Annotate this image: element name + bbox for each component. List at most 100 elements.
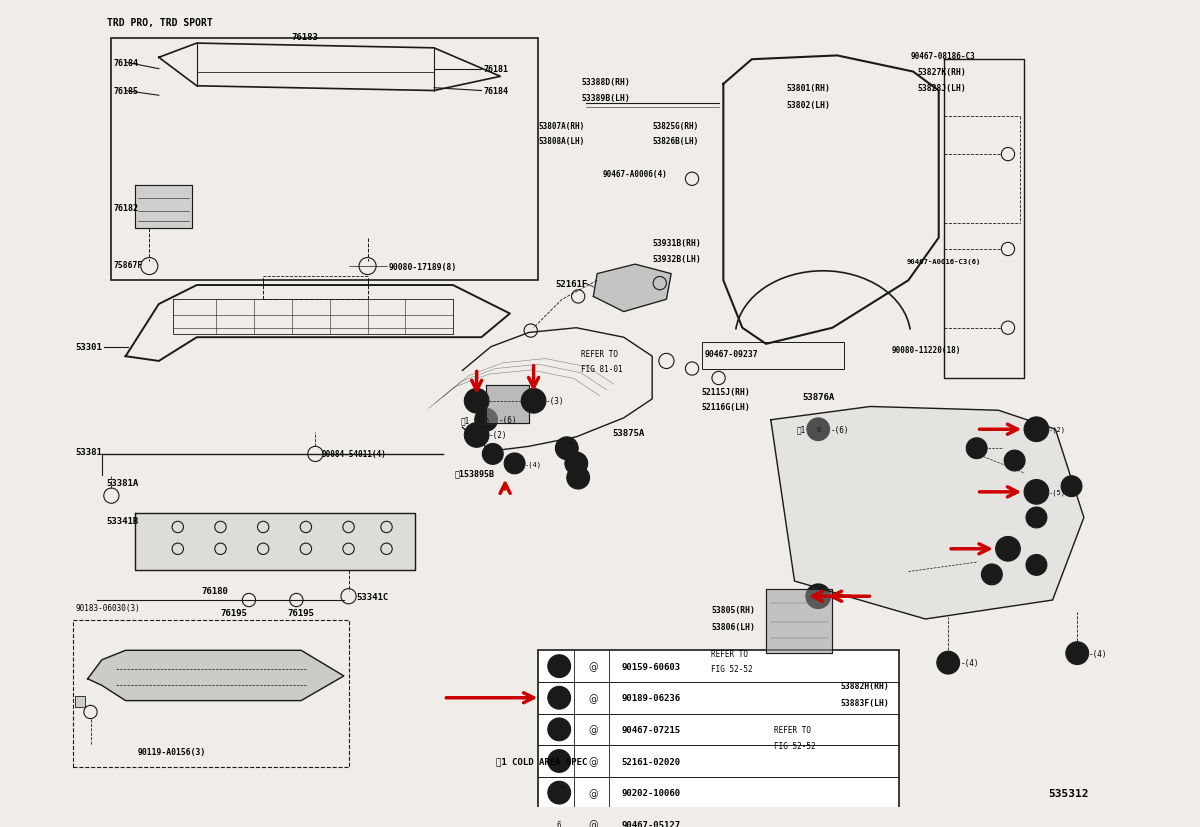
Text: 3: 3: [557, 725, 562, 734]
Circle shape: [996, 537, 1020, 562]
FancyBboxPatch shape: [76, 696, 85, 707]
Text: 53807A(RH): 53807A(RH): [539, 122, 584, 131]
Circle shape: [937, 652, 960, 674]
Text: 53931B(RH): 53931B(RH): [652, 238, 701, 247]
Text: 4: 4: [1034, 515, 1038, 521]
Text: 76195: 76195: [287, 608, 313, 617]
Text: 75867F: 75867F: [113, 261, 143, 270]
Text: 1: 1: [1075, 650, 1079, 657]
Text: 90202-10060: 90202-10060: [622, 788, 680, 797]
Text: REFER TO: REFER TO: [774, 724, 811, 734]
Text: 6: 6: [557, 820, 562, 827]
Text: -(4): -(4): [1088, 649, 1108, 657]
Text: 53875A: 53875A: [612, 428, 644, 437]
Text: 53301: 53301: [76, 342, 102, 351]
Text: 76181: 76181: [484, 65, 509, 74]
Text: 53876A: 53876A: [802, 393, 834, 402]
Text: -(5): -(5): [1049, 489, 1066, 495]
Circle shape: [548, 718, 570, 741]
Text: 2: 2: [557, 693, 562, 702]
Text: @: @: [588, 820, 598, 827]
Text: @: @: [588, 787, 598, 798]
Text: 53827K(RH): 53827K(RH): [918, 68, 966, 77]
Circle shape: [521, 389, 546, 414]
Text: ※1: ※1: [797, 425, 805, 434]
Text: 90183-06030(3): 90183-06030(3): [76, 604, 140, 612]
Text: 4: 4: [576, 475, 581, 481]
Polygon shape: [766, 589, 833, 653]
Text: 53341C: 53341C: [356, 592, 389, 601]
Text: @: @: [588, 756, 598, 766]
Text: REFER TO: REFER TO: [712, 649, 748, 657]
Text: ※1: ※1: [461, 416, 469, 425]
Text: TRD PRO, TRD SPORT: TRD PRO, TRD SPORT: [107, 18, 212, 28]
Text: 90084-54011(4): 90084-54011(4): [322, 450, 386, 459]
Text: 53882H(RH): 53882H(RH): [840, 681, 889, 690]
Text: 2: 2: [1034, 490, 1038, 495]
Text: @: @: [588, 693, 598, 703]
Text: 53381A: 53381A: [107, 478, 139, 487]
Circle shape: [482, 444, 503, 465]
Text: 3: 3: [491, 452, 494, 457]
Text: 4: 4: [1034, 427, 1038, 433]
Text: 3: 3: [1013, 458, 1016, 464]
Polygon shape: [136, 513, 415, 570]
Text: 53828J(LH): 53828J(LH): [918, 84, 966, 93]
Text: 2: 2: [532, 399, 535, 404]
Circle shape: [566, 466, 589, 490]
Text: 90189-06236: 90189-06236: [622, 693, 680, 702]
Text: 76185: 76185: [113, 87, 138, 96]
Text: 52115J(RH): 52115J(RH): [702, 387, 750, 396]
Circle shape: [464, 389, 488, 414]
Text: 53808A(LH): 53808A(LH): [539, 137, 584, 146]
Text: 1: 1: [974, 446, 979, 452]
Circle shape: [464, 423, 488, 447]
Text: 3: 3: [990, 571, 994, 578]
Circle shape: [475, 409, 498, 432]
Circle shape: [982, 564, 1002, 586]
Text: 535312: 535312: [1048, 787, 1088, 798]
Text: 5: 5: [1034, 562, 1038, 568]
Text: 90119-A0156(3): 90119-A0156(3): [138, 748, 206, 757]
Polygon shape: [88, 651, 344, 700]
Text: 6: 6: [484, 418, 488, 423]
Text: 1: 1: [474, 433, 479, 438]
Text: 76180: 76180: [202, 586, 228, 595]
Text: 1: 1: [557, 662, 562, 671]
Text: 53389B(LH): 53389B(LH): [581, 93, 630, 103]
Circle shape: [966, 438, 988, 459]
Text: -(2): -(2): [1049, 427, 1066, 433]
Text: 5: 5: [1069, 484, 1074, 490]
Text: -(4): -(4): [960, 658, 979, 667]
Text: 90467-05127: 90467-05127: [622, 820, 680, 827]
Polygon shape: [593, 265, 671, 313]
Text: 53826B(LH): 53826B(LH): [652, 137, 698, 146]
Text: 90467-A0016-C3(6): 90467-A0016-C3(6): [906, 259, 980, 265]
Circle shape: [548, 750, 570, 772]
Circle shape: [565, 452, 588, 476]
Text: 53801(RH): 53801(RH): [787, 84, 830, 93]
Circle shape: [504, 453, 526, 474]
Text: 90467-07215: 90467-07215: [622, 725, 680, 734]
Text: -(3): -(3): [546, 397, 564, 406]
Text: 2: 2: [816, 594, 821, 600]
Text: 2: 2: [474, 399, 479, 404]
Circle shape: [548, 686, 570, 710]
Text: 90080-17189(8): 90080-17189(8): [389, 262, 457, 271]
Circle shape: [1061, 476, 1082, 497]
Text: 76195: 76195: [221, 608, 247, 617]
Text: ※1 COLD AREA SPEC: ※1 COLD AREA SPEC: [496, 757, 587, 766]
Polygon shape: [770, 407, 1084, 619]
Text: 76182: 76182: [113, 203, 138, 213]
Text: @: @: [588, 662, 598, 672]
Circle shape: [1024, 418, 1049, 442]
Text: -(4): -(4): [526, 461, 542, 467]
Text: 5: 5: [574, 461, 578, 466]
Text: FIG 52-52: FIG 52-52: [712, 664, 752, 673]
Text: 53341B: 53341B: [107, 516, 139, 525]
Circle shape: [548, 813, 570, 827]
Circle shape: [1066, 642, 1088, 665]
Text: 2: 2: [512, 461, 517, 466]
FancyBboxPatch shape: [539, 651, 899, 827]
Text: 53883F(LH): 53883F(LH): [840, 698, 889, 707]
